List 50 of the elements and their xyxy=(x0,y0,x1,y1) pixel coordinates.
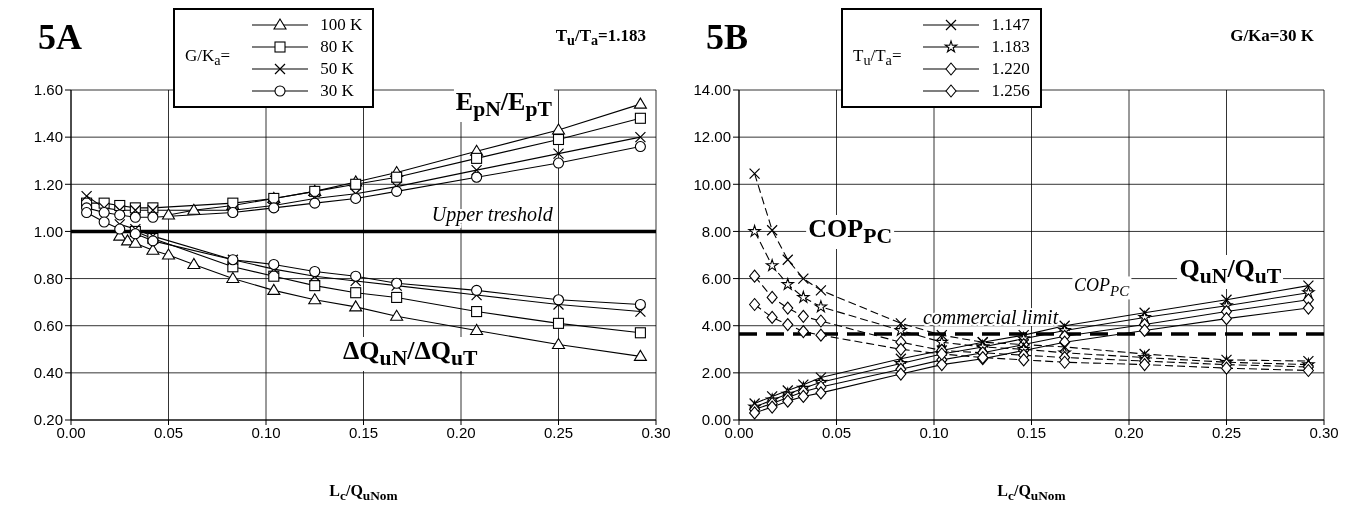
y-tick-label: 1.60 xyxy=(33,81,63,99)
y-tick-label: 0.40 xyxy=(33,364,63,382)
legend-label: 30 K xyxy=(320,81,354,101)
chart-title: 5B xyxy=(706,16,749,58)
x-tick-label: 0.15 xyxy=(348,423,379,441)
x-axis-title: L$_{c}$/Q$_{uNom}$ xyxy=(328,481,399,504)
annotation: ΔQ$_{uN}$/ΔQ$_{uT}$ xyxy=(341,335,480,372)
x-tick-label: 0.20 xyxy=(1114,423,1144,441)
y-tick-label: 10.00 xyxy=(693,175,731,193)
chart-title: 5A xyxy=(38,16,82,58)
y-tick-label: 0.80 xyxy=(33,269,63,287)
y-tick-label: 2.00 xyxy=(701,364,731,382)
chart-subtitle: G/Ka=30 K xyxy=(1230,26,1314,46)
chart-subtitle: T$_{u}$/T$_{a}$=1.183 xyxy=(555,26,646,50)
y-tick-label: 8.00 xyxy=(701,222,731,240)
legend-label: 50 K xyxy=(320,59,354,79)
legend-label: 1.220 xyxy=(991,59,1030,79)
annotation: COP$_{PC}$ xyxy=(806,213,895,249)
y-tick-label: 6.00 xyxy=(701,269,731,287)
legend-label: 80 K xyxy=(320,37,354,57)
legend-label: 1.183 xyxy=(991,37,1030,57)
y-tick-label: 0.20 xyxy=(33,411,63,429)
x-tick-label: 0.25 xyxy=(543,423,574,441)
y-tick-label: 1.40 xyxy=(33,128,63,146)
x-tick-label: 0.15 xyxy=(1016,423,1047,441)
y-tick-label: 4.00 xyxy=(701,317,731,335)
annotation: COP$_{PC}$ xyxy=(1072,275,1132,300)
y-tick-label: 12.00 xyxy=(693,128,731,146)
x-tick-label: 0.05 xyxy=(153,423,184,441)
x-tick-label: 0.20 xyxy=(446,423,476,441)
y-tick-label: 0.00 xyxy=(701,411,731,429)
x-tick-label: 0.05 xyxy=(821,423,852,441)
x-tick-label: 0.30 xyxy=(1309,423,1339,441)
legend-label: 1.256 xyxy=(991,81,1030,101)
ref-line-label: Upper treshold xyxy=(431,203,554,227)
legend-title: T$_{u}$/T$_{a}$= xyxy=(853,46,902,70)
legend-label: 1.147 xyxy=(991,15,1030,35)
y-tick-label: 0.60 xyxy=(33,317,63,335)
legend-title: G/K$_{a}$= xyxy=(185,46,231,70)
x-tick-label: 0.10 xyxy=(919,423,949,441)
y-tick-label: 14.00 xyxy=(693,81,731,99)
annotation: Q$_{uN}$/Q$_{uT}$ xyxy=(1177,253,1284,289)
x-axis-title: L$_{c}$/Q$_{uNom}$ xyxy=(996,481,1067,504)
y-tick-label: 1.20 xyxy=(33,175,63,193)
y-tick-label: 1.00 xyxy=(33,222,63,240)
x-tick-label: 0.25 xyxy=(1211,423,1242,441)
x-tick-label: 0.30 xyxy=(641,423,671,441)
legend-label: 100 K xyxy=(320,15,363,35)
x-tick-label: 0.10 xyxy=(251,423,281,441)
annotation: E$_{pN}$/E$_{pT}$ xyxy=(453,86,554,122)
